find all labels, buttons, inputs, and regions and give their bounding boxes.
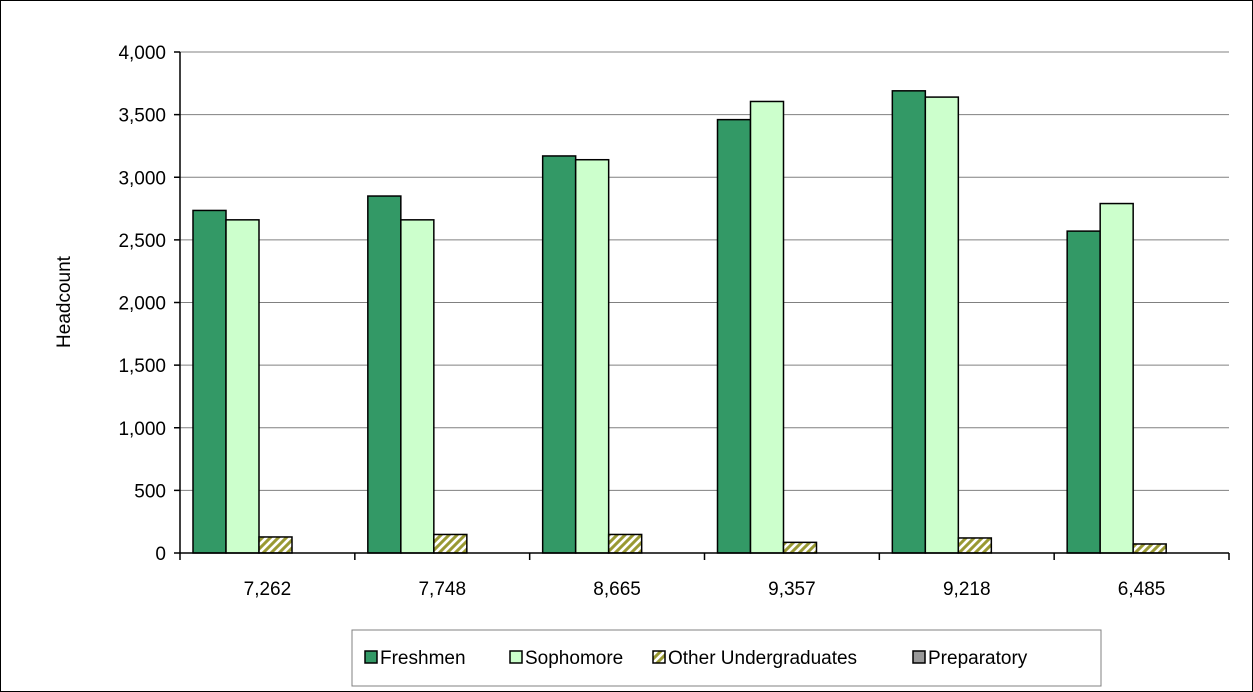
- bar-freshmen: [891, 90, 927, 554]
- y-tick-label: 1,000: [118, 419, 166, 440]
- y-tick-label: 4,000: [118, 43, 166, 64]
- legend-label: Sophomore: [525, 648, 623, 669]
- bar-other-undergraduates: [1132, 543, 1167, 554]
- bar-sophomore: [225, 219, 260, 554]
- legend-label: Other Undergraduates: [668, 648, 857, 669]
- legend-swatch: [364, 650, 378, 664]
- y-tick-label: 1,500: [118, 356, 166, 377]
- bar-other-undergraduates: [607, 533, 643, 554]
- y-tick-label: 3,000: [118, 168, 166, 189]
- y-tick-label: 3,500: [118, 106, 166, 127]
- bar-other-undergraduates: [957, 537, 993, 554]
- y-axis-label: Headcount: [54, 255, 75, 348]
- legend: Freshmen Sophomore Other Undergraduates Pre…: [351, 629, 1102, 687]
- bars: [192, 90, 1167, 554]
- y-tick-labels: 0 500 1,000 1,500 2,000 2,500 3,000 3,500 4,000: [118, 43, 166, 565]
- y-tick-label: 2,000: [118, 294, 166, 315]
- x-tick-label: 9,357: [768, 579, 816, 600]
- bar-sophomore: [574, 158, 610, 554]
- legend-label: Freshmen: [380, 648, 466, 669]
- x-tick-label: 8,665: [593, 579, 641, 600]
- bar-sophomore: [1099, 202, 1134, 554]
- bar-sophomore: [400, 219, 435, 554]
- x-tick-label: 6,485: [1118, 579, 1166, 600]
- bar-other-undergraduates: [433, 533, 468, 554]
- x-tick-labels: 7,262 7,748 8,665 9,357 9,218 6,485: [244, 579, 1166, 600]
- bar-sophomore: [749, 100, 785, 554]
- y-tick-label: 0: [155, 544, 166, 565]
- legend-box: [351, 629, 1102, 687]
- bar-freshmen: [541, 155, 577, 554]
- legend-label: Preparatory: [928, 648, 1028, 669]
- x-tick-label: 7,748: [418, 579, 466, 600]
- bar-freshmen: [716, 118, 752, 554]
- legend-swatch: [509, 650, 523, 664]
- bar-freshmen: [367, 195, 402, 554]
- bar-other-undergraduates: [258, 536, 293, 554]
- bar-freshmen: [1066, 230, 1101, 554]
- x-tick-label: 9,218: [943, 579, 991, 600]
- bar-sophomore: [924, 96, 960, 554]
- y-tick-label: 2,500: [118, 231, 166, 252]
- bar-other-undergraduates: [782, 541, 818, 554]
- gridlines: [180, 51, 1229, 553]
- y-tick-label: 500: [134, 481, 166, 502]
- bar-freshmen: [192, 209, 227, 554]
- legend-swatch: [652, 650, 666, 664]
- x-tick-label: 7,262: [244, 579, 292, 600]
- legend-swatch: [912, 650, 926, 664]
- axes: [174, 51, 1230, 560]
